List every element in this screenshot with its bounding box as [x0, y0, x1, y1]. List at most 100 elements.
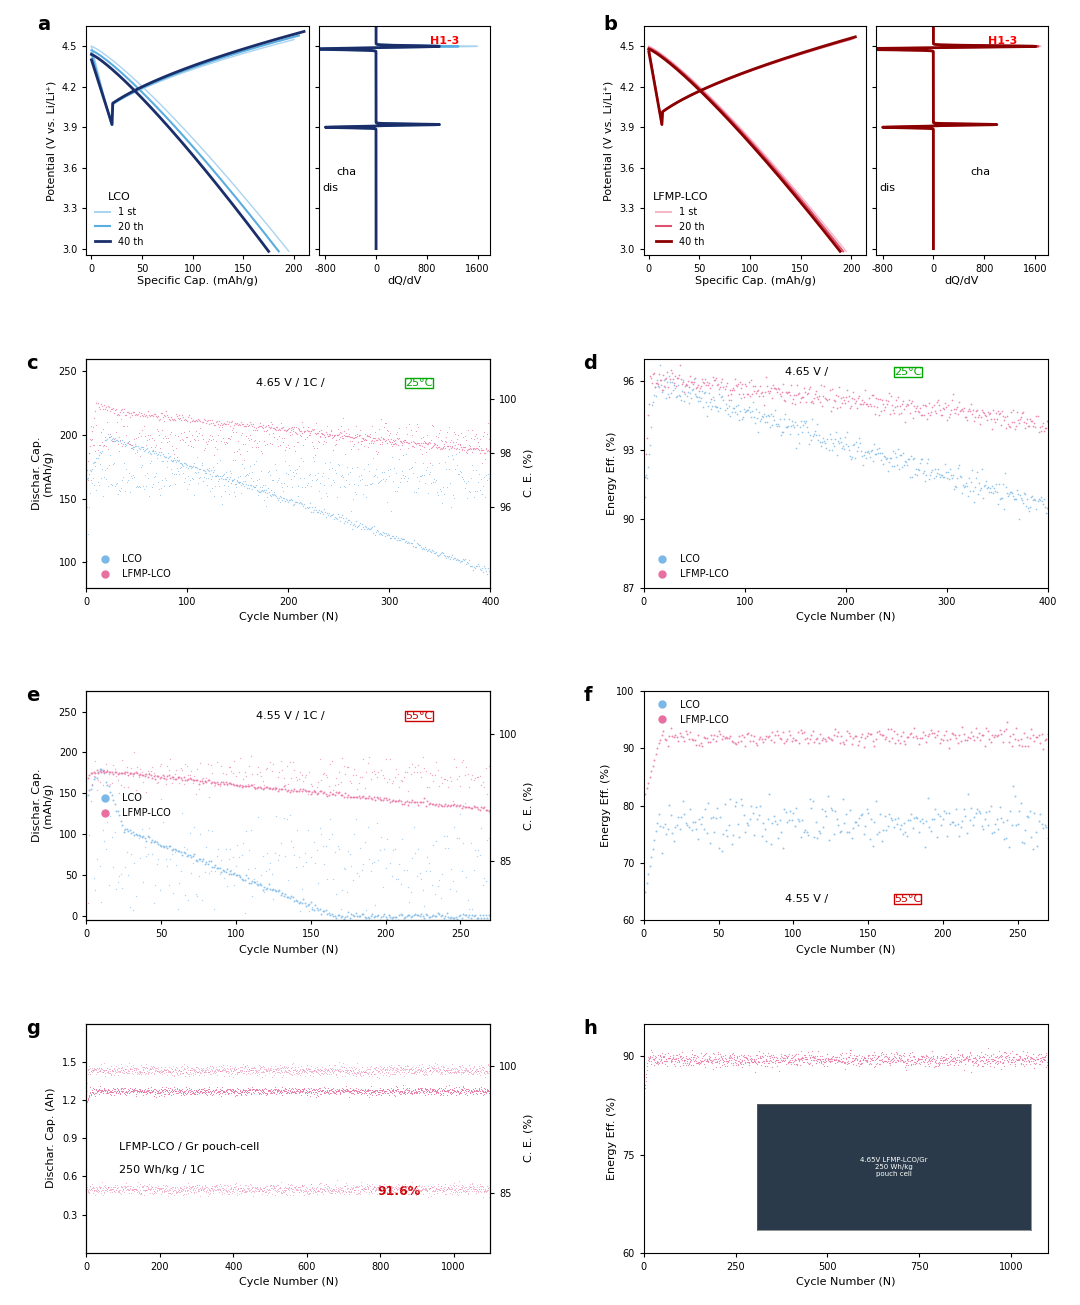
Point: [374, 1058, 391, 1079]
Point: [194, 1062, 212, 1083]
Point: [254, 1079, 271, 1100]
Point: [462, 907, 480, 928]
Point: [199, 1060, 216, 1081]
Point: [365, 1058, 382, 1079]
Point: [212, 1060, 229, 1081]
Point: [310, 480, 327, 501]
Point: [113, 1176, 131, 1197]
Point: [421, 432, 438, 453]
Point: [205, 459, 222, 480]
Point: [416, 432, 433, 453]
Point: [243, 1079, 260, 1100]
Point: [1020, 499, 1037, 519]
Point: [92, 1177, 109, 1198]
Point: [203, 771, 220, 792]
Point: [248, 1079, 266, 1100]
Point: [735, 1044, 753, 1065]
Point: [220, 1065, 238, 1086]
Point: [197, 1081, 214, 1101]
Point: [449, 425, 467, 446]
Point: [315, 1077, 333, 1098]
Point: [158, 428, 175, 449]
Point: [110, 479, 127, 500]
Point: [343, 457, 361, 478]
Point: [148, 831, 165, 852]
Point: [257, 1058, 274, 1079]
Point: [967, 1052, 984, 1073]
Point: [795, 386, 812, 407]
Point: [177, 432, 194, 453]
Point: [1029, 406, 1047, 427]
Point: [280, 774, 297, 795]
Point: [926, 809, 943, 830]
Point: [320, 1060, 337, 1081]
Point: [258, 487, 275, 508]
Point: [467, 1078, 484, 1099]
Point: [879, 816, 896, 837]
Point: [175, 766, 192, 787]
Point: [110, 1057, 127, 1078]
Point: [414, 1060, 431, 1081]
Point: [355, 1180, 373, 1201]
Point: [760, 382, 778, 403]
Point: [923, 1040, 941, 1061]
Point: [239, 1054, 256, 1075]
Point: [313, 423, 330, 444]
Point: [465, 796, 483, 817]
Point: [257, 496, 274, 517]
Point: [954, 401, 971, 422]
Point: [312, 488, 329, 509]
Point: [97, 1081, 114, 1101]
Point: [107, 1081, 124, 1101]
Point: [430, 544, 447, 565]
Point: [351, 470, 368, 491]
Point: [238, 1082, 255, 1103]
Point: [650, 1049, 667, 1070]
Point: [663, 363, 680, 384]
Point: [737, 402, 754, 423]
Point: [246, 1081, 264, 1101]
Point: [89, 1058, 106, 1079]
Point: [786, 816, 804, 837]
Point: [848, 398, 865, 419]
Point: [184, 1082, 201, 1103]
Point: [186, 1182, 203, 1203]
Point: [82, 1178, 99, 1199]
Point: [347, 765, 364, 786]
Point: [205, 775, 222, 796]
Point: [393, 904, 410, 925]
Point: [104, 398, 121, 419]
Point: [950, 825, 968, 846]
Point: [90, 1176, 107, 1197]
Point: [327, 782, 345, 803]
Point: [462, 1060, 480, 1081]
Point: [448, 1079, 465, 1100]
Point: [694, 1053, 712, 1074]
Point: [384, 907, 402, 928]
Point: [434, 1058, 451, 1079]
Point: [473, 1176, 490, 1197]
Point: [243, 1178, 260, 1199]
Point: [181, 1181, 199, 1202]
Point: [167, 1081, 185, 1101]
Point: [312, 770, 329, 791]
Point: [330, 1181, 348, 1202]
Point: [394, 1078, 411, 1099]
Point: [152, 1062, 170, 1083]
Point: [864, 1049, 881, 1070]
Point: [352, 1184, 369, 1205]
Point: [206, 773, 224, 793]
Point: [158, 1174, 175, 1195]
Point: [969, 726, 986, 746]
Point: [280, 869, 297, 890]
Point: [157, 1078, 174, 1099]
Point: [814, 395, 832, 416]
Point: [202, 754, 219, 775]
Point: [1013, 406, 1030, 427]
Point: [442, 547, 459, 568]
Point: [415, 1178, 432, 1199]
Point: [387, 1177, 404, 1198]
Point: [232, 1062, 249, 1083]
Point: [390, 790, 407, 810]
Point: [649, 376, 666, 397]
